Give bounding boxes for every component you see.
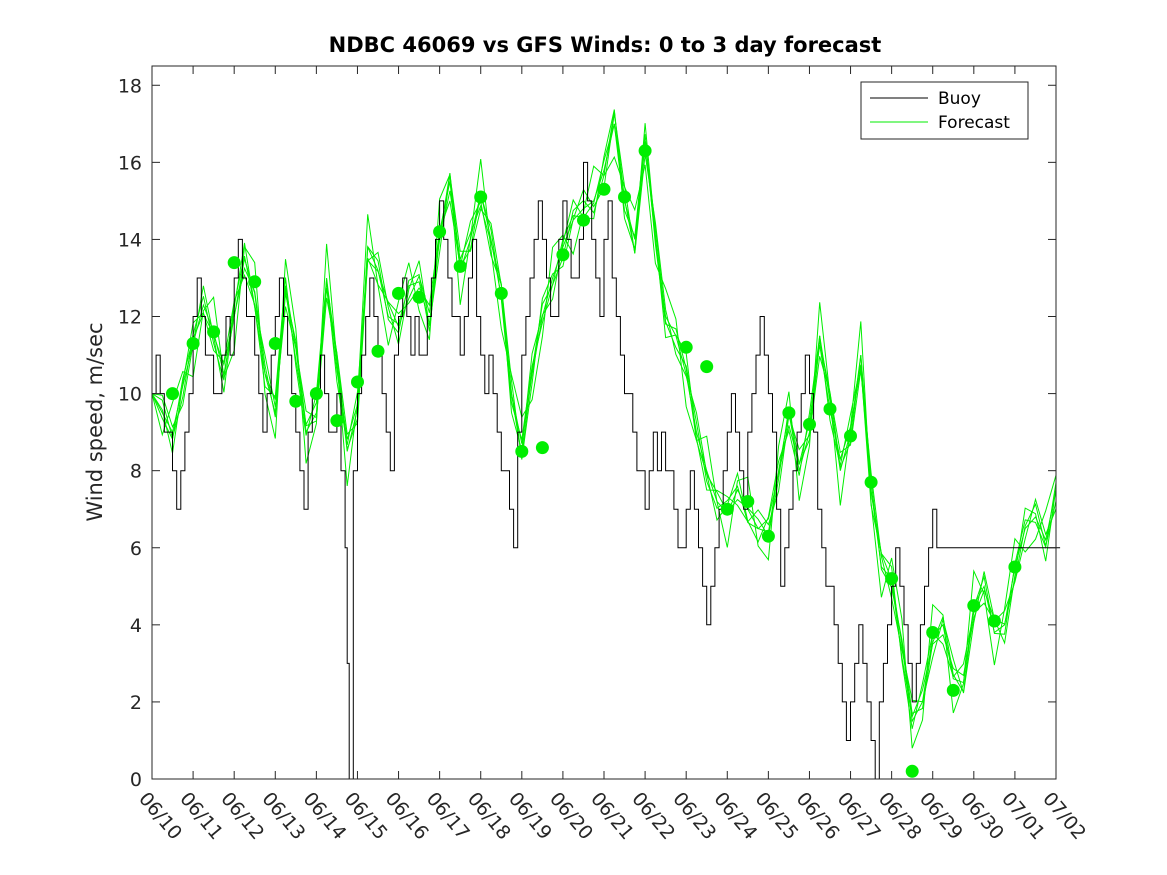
forecast-marker: [453, 259, 467, 273]
legend-buoy-label: Buoy: [938, 89, 981, 109]
forecast-marker: [289, 394, 303, 408]
forecast-marker: [577, 213, 590, 227]
forecast-marker: [905, 764, 919, 778]
y-axis-label: Wind speed, m/sec: [83, 322, 107, 521]
forecast-marker: [782, 406, 796, 420]
chart-title: NDBC 46069 vs GFS Winds: 0 to 3 day fore…: [329, 33, 882, 57]
forecast-marker: [412, 290, 426, 304]
forecast-marker: [1008, 560, 1022, 574]
forecast-series-line: [151, 110, 1057, 719]
forecast-marker: [741, 495, 755, 508]
forecast-marker: [987, 614, 1001, 628]
forecast-marker: [166, 387, 179, 401]
y-tick-label: 0: [130, 769, 142, 791]
forecast-marker: [803, 417, 816, 431]
y-tick-label: 16: [118, 152, 142, 174]
forecast-marker: [309, 387, 323, 401]
forecast-marker: [268, 337, 282, 350]
y-tick-label: 14: [118, 229, 142, 251]
forecast-marker: [392, 286, 405, 300]
y-tick-label: 12: [118, 307, 142, 329]
forecast-marker: [494, 286, 508, 300]
forecast-marker: [926, 626, 940, 639]
forecast-marker: [597, 182, 611, 196]
forecast-marker: [207, 325, 221, 339]
forecast-marker: [535, 441, 549, 455]
forecast-marker: [700, 360, 714, 374]
forecast-series-line: [151, 123, 1057, 715]
y-tick-label: 8: [130, 461, 142, 483]
forecast-marker: [330, 414, 344, 428]
forecast-marker: [371, 344, 385, 358]
forecast-marker: [227, 256, 241, 270]
y-tick-label: 2: [130, 692, 142, 714]
y-tick-label: 18: [118, 75, 142, 97]
forecast-marker: [823, 402, 837, 416]
forecast-marker: [515, 444, 529, 458]
plot-area: [151, 109, 1061, 780]
y-tick-label: 4: [130, 615, 142, 637]
forecast-marker: [946, 683, 960, 697]
forecast-marker: [186, 337, 200, 350]
forecast-marker: [248, 275, 262, 289]
forecast-marker: [351, 375, 364, 389]
buoy-series-line: [152, 161, 1061, 780]
forecast-marker: [864, 475, 878, 489]
forecast-marker: [474, 190, 488, 204]
legend-box: [860, 81, 1029, 140]
forecast-marker: [556, 248, 570, 262]
y-tick-label: 10: [118, 384, 142, 406]
forecast-marker: [720, 502, 734, 516]
forecast-marker: [638, 144, 652, 158]
forecast-marker: [885, 572, 899, 586]
forecast-marker: [618, 190, 631, 204]
y-axis: 0 2 4 6 8 10 12 14 16 18: [118, 75, 1056, 791]
forecast-marker: [679, 340, 693, 354]
legend: Buoy Forecast: [860, 81, 1029, 140]
legend-forecast-label: Forecast: [938, 113, 1010, 133]
forecast-marker: [844, 429, 857, 443]
forecast-marker: [967, 599, 981, 613]
forecast-marker: [433, 225, 447, 239]
y-tick-label: 6: [130, 538, 142, 560]
forecast-marker: [761, 529, 775, 543]
